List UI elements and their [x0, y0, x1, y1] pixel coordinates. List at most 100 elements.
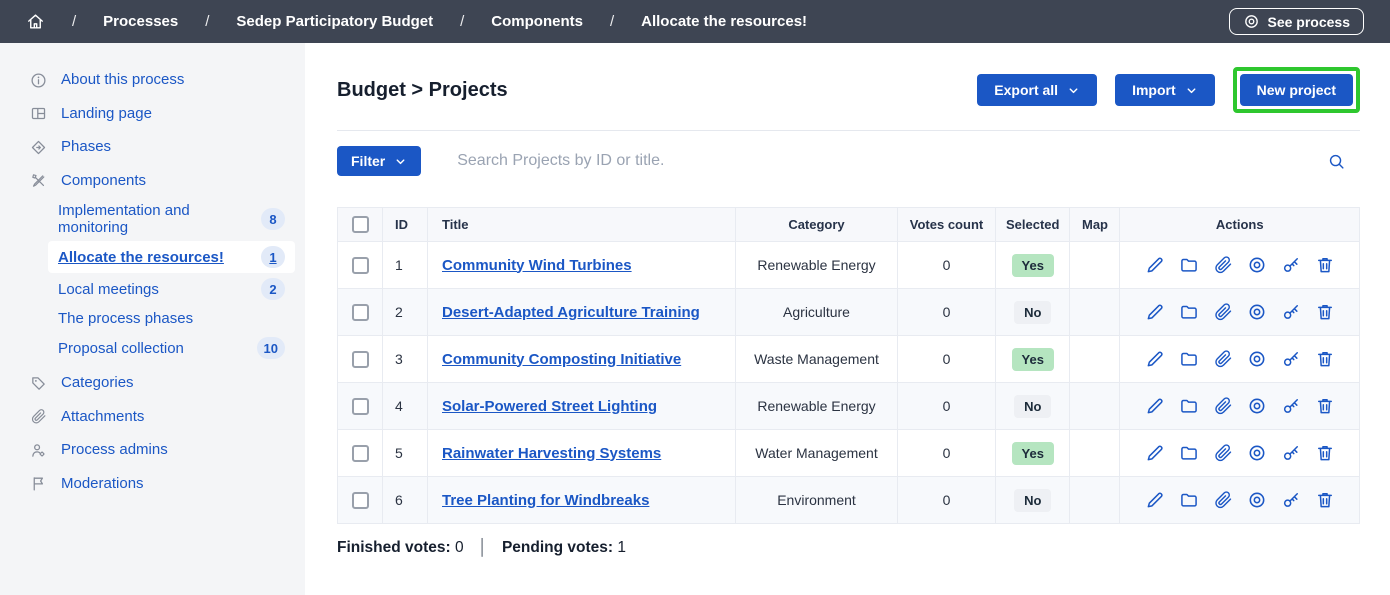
project-title-link[interactable]: Tree Planting for Windbreaks: [442, 491, 650, 509]
sidebar-item-phases[interactable]: Phases: [0, 130, 305, 164]
project-category: Environment: [735, 476, 898, 524]
sidebar-item-label: Moderations: [61, 474, 144, 492]
folder-icon[interactable]: [1179, 490, 1199, 510]
col-header-actions: Actions: [1119, 207, 1360, 242]
folder-icon[interactable]: [1179, 396, 1199, 416]
sidebar-item-components[interactable]: Components: [0, 164, 305, 198]
folder-icon[interactable]: [1179, 443, 1199, 463]
project-votes-count: 0: [897, 382, 996, 430]
delete-trash-icon[interactable]: [1315, 302, 1335, 322]
breadcrumb-separator: /: [460, 13, 465, 30]
sidebar-item-categories[interactable]: Categories: [0, 366, 305, 400]
project-votes-count: 0: [897, 429, 996, 477]
finished-votes-label: Finished votes:: [337, 539, 451, 556]
breadcrumb-current-component[interactable]: Allocate the resources!: [641, 13, 808, 30]
import-button[interactable]: Import: [1115, 74, 1215, 106]
permissions-key-icon[interactable]: [1281, 255, 1301, 275]
attachments-paperclip-icon[interactable]: [1213, 255, 1233, 275]
permissions-key-icon[interactable]: [1281, 443, 1301, 463]
folder-icon[interactable]: [1179, 349, 1199, 369]
project-title-link[interactable]: Desert-Adapted Agriculture Training: [442, 303, 700, 321]
edit-pencil-icon[interactable]: [1145, 490, 1165, 510]
permissions-key-icon[interactable]: [1281, 490, 1301, 510]
new-project-button[interactable]: New project: [1239, 74, 1353, 106]
preview-eye-icon[interactable]: [1247, 349, 1267, 369]
import-label: Import: [1132, 82, 1176, 98]
preview-eye-icon[interactable]: [1247, 302, 1267, 322]
col-header-selected: Selected: [995, 207, 1071, 242]
sidebar-subitem-process-phases[interactable]: The process phases: [48, 305, 295, 332]
preview-eye-icon[interactable]: [1247, 490, 1267, 510]
delete-trash-icon[interactable]: [1315, 396, 1335, 416]
row-checkbox[interactable]: [351, 397, 369, 415]
project-category: Renewable Energy: [735, 241, 898, 289]
project-id: 5: [382, 429, 428, 477]
project-title-link[interactable]: Rainwater Harvesting Systems: [442, 444, 662, 462]
preview-eye-icon[interactable]: [1247, 443, 1267, 463]
selected-badge: No: [1014, 394, 1052, 418]
delete-trash-icon[interactable]: [1315, 443, 1335, 463]
project-category: Water Management: [735, 429, 898, 477]
select-all-checkbox[interactable]: [351, 216, 369, 234]
component-count-badge: 1: [261, 246, 285, 269]
permissions-key-icon[interactable]: [1281, 396, 1301, 416]
filter-button[interactable]: Filter: [337, 146, 422, 176]
project-title-link[interactable]: Community Wind Turbines: [442, 256, 632, 274]
subitem-label: Proposal collection: [58, 339, 184, 357]
delete-trash-icon[interactable]: [1315, 349, 1335, 369]
edit-pencil-icon[interactable]: [1145, 302, 1165, 322]
row-checkbox[interactable]: [351, 303, 369, 321]
preview-eye-icon[interactable]: [1247, 255, 1267, 275]
sidebar-subitem-local-meetings[interactable]: Local meetings 2: [48, 273, 295, 305]
breadcrumb-process-title[interactable]: Sedep Participatory Budget: [236, 13, 434, 30]
sidebar-item-attachments[interactable]: Attachments: [0, 400, 305, 434]
sidebar-item-moderations[interactable]: Moderations: [0, 467, 305, 501]
export-all-button[interactable]: Export all: [977, 74, 1098, 106]
subitem-label: The process phases: [58, 310, 194, 328]
new-project-label: New project: [1256, 82, 1336, 98]
sidebar-item-process-admins[interactable]: Process admins: [0, 433, 305, 467]
home-icon[interactable]: [26, 12, 45, 31]
page-title: Budget > Projects: [337, 78, 508, 101]
attachments-paperclip-icon[interactable]: [1213, 490, 1233, 510]
project-id: 1: [382, 241, 428, 289]
attachments-paperclip-icon[interactable]: [1213, 349, 1233, 369]
edit-pencil-icon[interactable]: [1145, 396, 1165, 416]
col-header-map: Map: [1069, 207, 1121, 242]
permissions-key-icon[interactable]: [1281, 349, 1301, 369]
row-checkbox[interactable]: [351, 256, 369, 274]
sidebar-subitem-proposal-collection[interactable]: Proposal collection 10: [48, 332, 295, 364]
search-input[interactable]: [457, 152, 1327, 170]
attachments-paperclip-icon[interactable]: [1213, 302, 1233, 322]
breadcrumb-components[interactable]: Components: [491, 13, 583, 30]
eye-icon: [1243, 13, 1260, 30]
attachments-paperclip-icon[interactable]: [1213, 396, 1233, 416]
project-category: Waste Management: [735, 335, 898, 383]
table-header-row: ID Title Category Votes count Selected M…: [337, 207, 1360, 242]
see-process-button[interactable]: See process: [1228, 8, 1364, 35]
sidebar-item-about[interactable]: About this process: [0, 63, 305, 97]
folder-icon[interactable]: [1179, 255, 1199, 275]
delete-trash-icon[interactable]: [1315, 490, 1335, 510]
subitem-label: Allocate the resources!: [58, 248, 224, 266]
folder-icon[interactable]: [1179, 302, 1199, 322]
edit-pencil-icon[interactable]: [1145, 349, 1165, 369]
sidebar-subitem-implementation-monitoring[interactable]: Implementation and monitoring 8: [48, 197, 295, 241]
row-checkbox[interactable]: [351, 350, 369, 368]
attachments-paperclip-icon[interactable]: [1213, 443, 1233, 463]
sidebar-subitem-allocate-resources[interactable]: Allocate the resources! 1: [48, 241, 295, 274]
delete-trash-icon[interactable]: [1315, 255, 1335, 275]
permissions-key-icon[interactable]: [1281, 302, 1301, 322]
row-checkbox[interactable]: [351, 444, 369, 462]
preview-eye-icon[interactable]: [1247, 396, 1267, 416]
edit-pencil-icon[interactable]: [1145, 443, 1165, 463]
search-icon[interactable]: [1327, 152, 1346, 171]
project-title-link[interactable]: Community Composting Initiative: [442, 350, 682, 368]
project-title-link[interactable]: Solar-Powered Street Lighting: [442, 397, 658, 415]
sidebar-item-landing-page[interactable]: Landing page: [0, 97, 305, 131]
row-checkbox[interactable]: [351, 491, 369, 509]
breadcrumb-processes[interactable]: Processes: [103, 13, 179, 30]
chevron-down-icon: [394, 155, 407, 168]
edit-pencil-icon[interactable]: [1145, 255, 1165, 275]
col-header-votes-count: Votes count: [897, 207, 996, 242]
